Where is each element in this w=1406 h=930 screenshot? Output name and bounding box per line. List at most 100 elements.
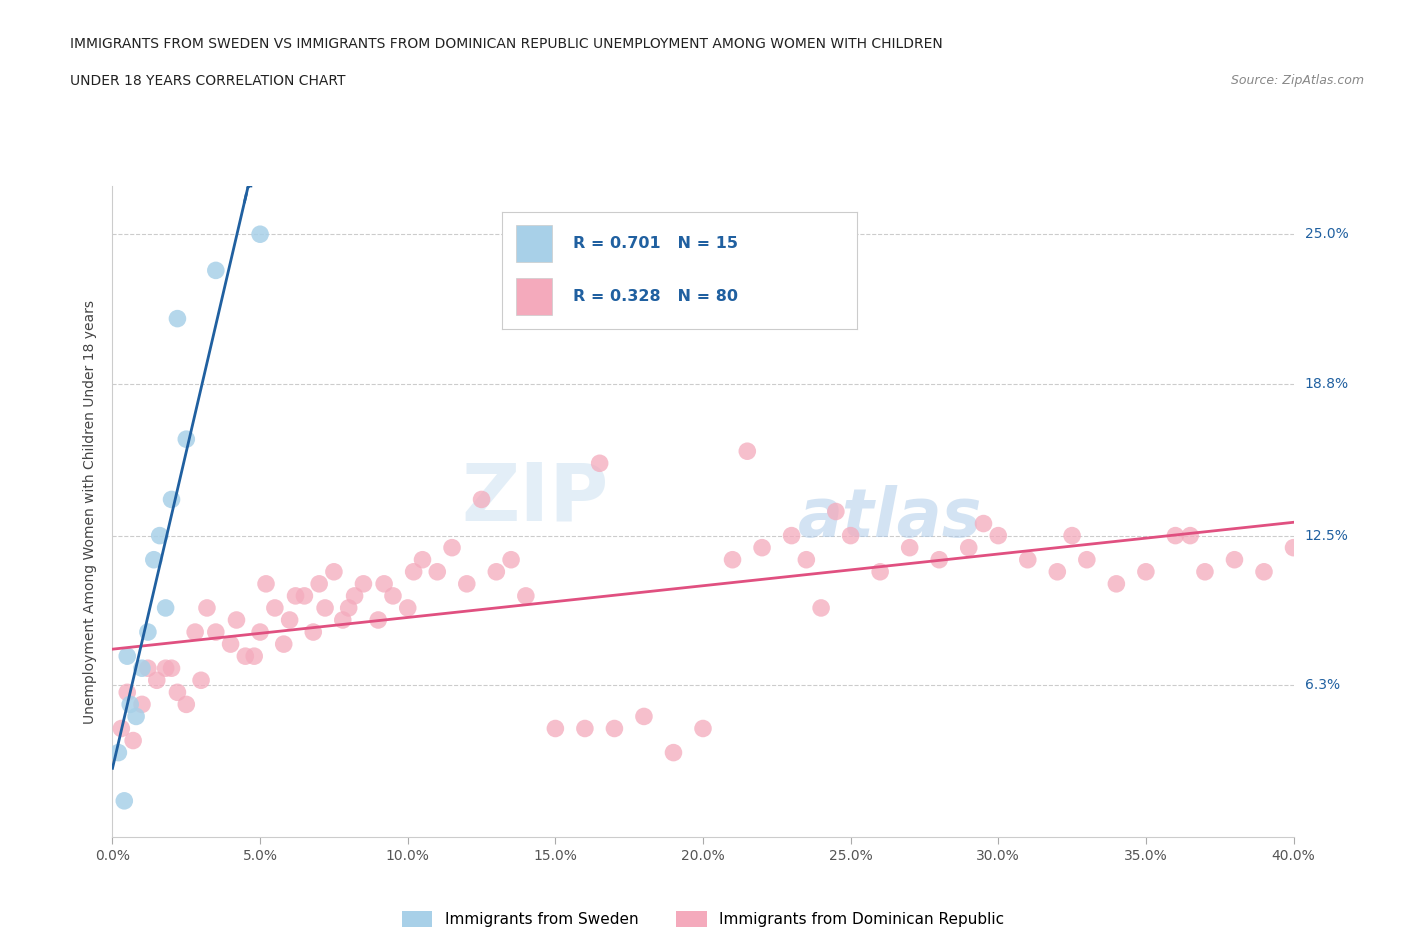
Legend: Immigrants from Sweden, Immigrants from Dominican Republic: Immigrants from Sweden, Immigrants from … bbox=[395, 905, 1011, 930]
Point bbox=[588, 456, 610, 471]
Text: 18.8%: 18.8% bbox=[1305, 377, 1348, 391]
Point bbox=[136, 661, 159, 676]
Point bbox=[264, 601, 287, 616]
Text: 25.0%: 25.0% bbox=[1305, 227, 1348, 241]
Point bbox=[470, 492, 494, 507]
Point bbox=[367, 613, 389, 628]
Point bbox=[117, 649, 138, 664]
Point bbox=[160, 661, 183, 676]
Point bbox=[957, 540, 980, 555]
Point bbox=[544, 721, 567, 736]
Point bbox=[1076, 552, 1098, 567]
Point bbox=[869, 565, 891, 579]
Point bbox=[928, 552, 950, 567]
Text: Source: ZipAtlas.com: Source: ZipAtlas.com bbox=[1230, 74, 1364, 87]
Text: atlas: atlas bbox=[797, 485, 981, 551]
Text: ZIP: ZIP bbox=[461, 459, 609, 538]
Point bbox=[1282, 540, 1305, 555]
Point bbox=[337, 601, 360, 616]
Point bbox=[751, 540, 773, 555]
Point bbox=[707, 312, 730, 326]
Point bbox=[125, 709, 148, 724]
Point bbox=[352, 577, 374, 591]
Point bbox=[155, 601, 177, 616]
Y-axis label: Unemployment Among Women with Children Under 18 years: Unemployment Among Women with Children U… bbox=[83, 299, 97, 724]
Point bbox=[441, 540, 464, 555]
Point bbox=[501, 552, 523, 567]
Point bbox=[174, 432, 197, 446]
Point bbox=[225, 613, 247, 628]
Text: UNDER 18 YEARS CORRELATION CHART: UNDER 18 YEARS CORRELATION CHART bbox=[70, 74, 346, 88]
Point bbox=[131, 697, 153, 711]
Point bbox=[574, 721, 596, 736]
Point bbox=[1105, 577, 1128, 591]
Point bbox=[343, 589, 366, 604]
Point bbox=[284, 589, 307, 604]
Point bbox=[780, 528, 803, 543]
Point bbox=[721, 552, 744, 567]
Point bbox=[456, 577, 478, 591]
Point bbox=[174, 697, 197, 711]
Point bbox=[166, 684, 188, 699]
Point bbox=[1046, 565, 1069, 579]
Point bbox=[112, 793, 135, 808]
Point bbox=[332, 613, 354, 628]
Point bbox=[633, 709, 655, 724]
Point bbox=[110, 721, 132, 736]
Point bbox=[898, 540, 921, 555]
Point bbox=[278, 613, 301, 628]
Point bbox=[205, 263, 228, 278]
Point bbox=[662, 745, 685, 760]
Point bbox=[796, 552, 818, 567]
Point bbox=[396, 601, 419, 616]
Point bbox=[117, 684, 138, 699]
Point bbox=[1017, 552, 1039, 567]
Point bbox=[323, 565, 346, 579]
Point bbox=[149, 528, 172, 543]
Text: 6.3%: 6.3% bbox=[1305, 678, 1340, 692]
Point bbox=[249, 625, 271, 640]
Point bbox=[122, 733, 145, 748]
Point bbox=[515, 589, 537, 604]
Point bbox=[233, 649, 256, 664]
Point bbox=[737, 444, 759, 458]
Point bbox=[160, 492, 183, 507]
Point bbox=[219, 637, 242, 652]
Point bbox=[1180, 528, 1202, 543]
Point bbox=[314, 601, 336, 616]
Point bbox=[987, 528, 1010, 543]
Point bbox=[603, 721, 626, 736]
Point bbox=[184, 625, 207, 640]
Point bbox=[973, 516, 995, 531]
Text: 12.5%: 12.5% bbox=[1305, 528, 1348, 542]
Point bbox=[382, 589, 405, 604]
Point bbox=[1194, 565, 1216, 579]
Point bbox=[1164, 528, 1187, 543]
Point bbox=[107, 745, 129, 760]
Point bbox=[243, 649, 266, 664]
Point bbox=[412, 552, 434, 567]
Point bbox=[205, 625, 228, 640]
Point bbox=[1253, 565, 1275, 579]
Point bbox=[1062, 528, 1084, 543]
Point bbox=[131, 661, 153, 676]
Point bbox=[692, 721, 714, 736]
Point bbox=[155, 661, 177, 676]
Point bbox=[824, 504, 846, 519]
Point bbox=[1223, 552, 1246, 567]
Point bbox=[426, 565, 449, 579]
Point bbox=[254, 577, 277, 591]
Point bbox=[249, 227, 271, 242]
Point bbox=[302, 625, 325, 640]
Point bbox=[146, 672, 169, 687]
Point bbox=[273, 637, 295, 652]
Point bbox=[485, 565, 508, 579]
Text: IMMIGRANTS FROM SWEDEN VS IMMIGRANTS FROM DOMINICAN REPUBLIC UNEMPLOYMENT AMONG : IMMIGRANTS FROM SWEDEN VS IMMIGRANTS FRO… bbox=[70, 37, 943, 51]
Point bbox=[120, 697, 142, 711]
Point bbox=[1135, 565, 1157, 579]
Point bbox=[810, 601, 832, 616]
Point bbox=[839, 528, 862, 543]
Point bbox=[195, 601, 218, 616]
Point bbox=[373, 577, 395, 591]
Point bbox=[308, 577, 330, 591]
